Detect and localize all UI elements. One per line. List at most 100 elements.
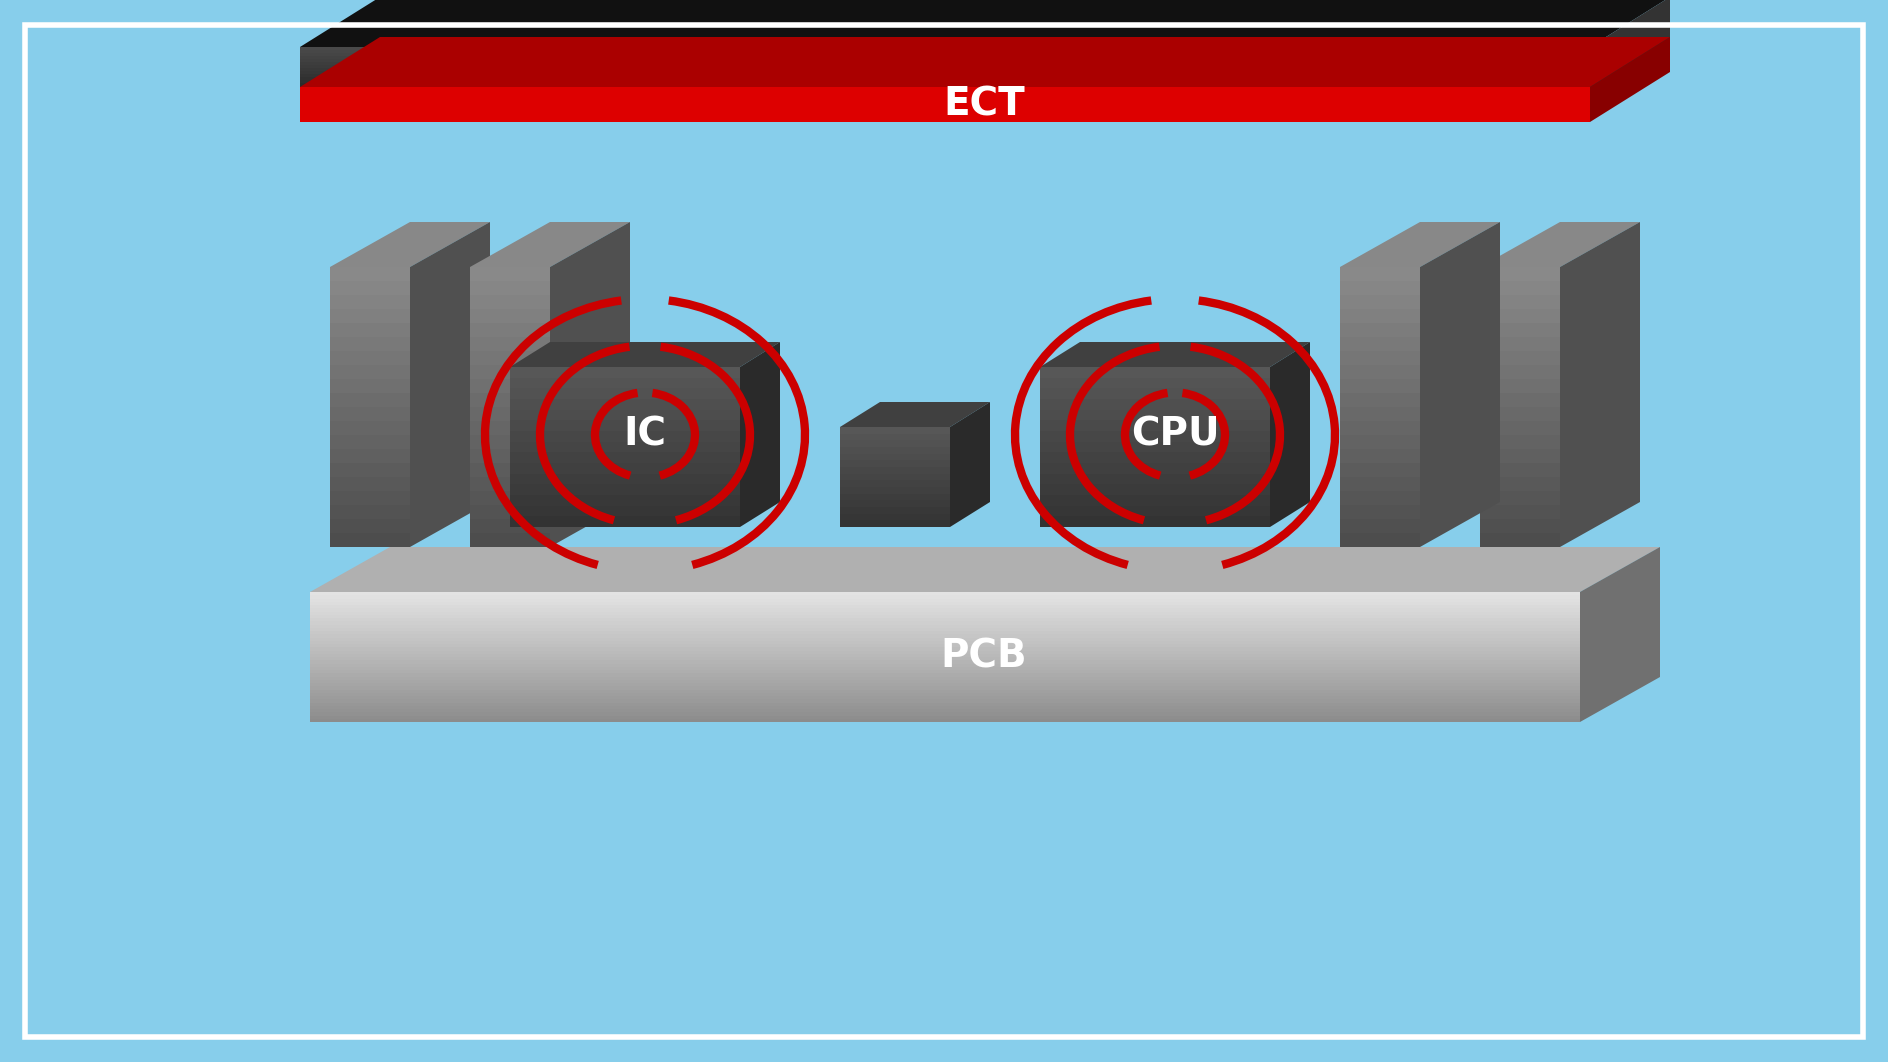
Polygon shape: [300, 87, 1590, 122]
Polygon shape: [1580, 547, 1660, 722]
Polygon shape: [1340, 463, 1420, 477]
Polygon shape: [310, 689, 1580, 692]
Polygon shape: [470, 477, 549, 491]
Polygon shape: [300, 98, 1590, 101]
Polygon shape: [840, 474, 950, 480]
Polygon shape: [310, 654, 1580, 657]
Polygon shape: [470, 519, 549, 533]
Polygon shape: [1340, 407, 1420, 421]
Polygon shape: [510, 516, 740, 527]
Polygon shape: [330, 337, 410, 352]
Polygon shape: [1040, 442, 1271, 452]
Polygon shape: [740, 342, 780, 527]
Polygon shape: [1040, 431, 1271, 442]
Polygon shape: [310, 631, 1580, 634]
Polygon shape: [1420, 222, 1499, 547]
Polygon shape: [310, 706, 1580, 709]
Polygon shape: [1480, 323, 1559, 337]
Polygon shape: [510, 389, 740, 399]
Polygon shape: [840, 433, 950, 441]
Polygon shape: [330, 407, 410, 421]
Text: CPU: CPU: [1131, 416, 1220, 453]
Polygon shape: [950, 402, 989, 527]
Polygon shape: [300, 86, 1590, 89]
Polygon shape: [840, 467, 950, 474]
Polygon shape: [310, 592, 1580, 595]
Polygon shape: [300, 59, 1590, 62]
Polygon shape: [310, 716, 1580, 719]
Polygon shape: [1480, 421, 1559, 435]
Polygon shape: [510, 484, 740, 495]
Polygon shape: [510, 495, 740, 506]
Polygon shape: [300, 50, 1590, 53]
Polygon shape: [1340, 393, 1420, 407]
Polygon shape: [330, 295, 410, 309]
Polygon shape: [840, 441, 950, 447]
Polygon shape: [310, 686, 1580, 689]
Polygon shape: [310, 699, 1580, 702]
Polygon shape: [1040, 378, 1271, 389]
Polygon shape: [1480, 477, 1559, 491]
Polygon shape: [470, 506, 549, 519]
Polygon shape: [470, 222, 631, 267]
Polygon shape: [470, 323, 549, 337]
Polygon shape: [1559, 222, 1641, 547]
Polygon shape: [1040, 463, 1271, 474]
Polygon shape: [1040, 474, 1271, 484]
Polygon shape: [330, 519, 410, 533]
Polygon shape: [310, 615, 1580, 618]
Polygon shape: [470, 421, 549, 435]
Polygon shape: [330, 533, 410, 547]
Polygon shape: [310, 637, 1580, 640]
Polygon shape: [310, 651, 1580, 654]
Polygon shape: [310, 605, 1580, 609]
Polygon shape: [1040, 342, 1310, 367]
Polygon shape: [1590, 0, 1671, 107]
Polygon shape: [310, 618, 1580, 621]
Polygon shape: [310, 664, 1580, 667]
Polygon shape: [310, 683, 1580, 686]
Polygon shape: [1480, 352, 1559, 365]
Polygon shape: [840, 402, 989, 427]
Polygon shape: [1340, 449, 1420, 463]
Polygon shape: [330, 463, 410, 477]
Polygon shape: [1480, 393, 1559, 407]
Polygon shape: [1340, 379, 1420, 393]
Polygon shape: [470, 365, 549, 379]
Polygon shape: [1480, 519, 1559, 533]
Polygon shape: [330, 352, 410, 365]
Polygon shape: [840, 427, 950, 433]
Polygon shape: [840, 500, 950, 507]
Polygon shape: [470, 352, 549, 365]
Polygon shape: [470, 463, 549, 477]
Polygon shape: [1340, 533, 1420, 547]
Polygon shape: [1480, 309, 1559, 323]
Polygon shape: [549, 222, 631, 547]
Polygon shape: [300, 62, 1590, 65]
Polygon shape: [300, 104, 1590, 107]
Polygon shape: [300, 65, 1590, 68]
Polygon shape: [510, 452, 740, 463]
Polygon shape: [470, 267, 549, 281]
Polygon shape: [310, 680, 1580, 683]
Polygon shape: [840, 453, 950, 460]
Polygon shape: [310, 621, 1580, 624]
Polygon shape: [310, 609, 1580, 612]
Polygon shape: [470, 393, 549, 407]
Polygon shape: [310, 624, 1580, 628]
Polygon shape: [310, 628, 1580, 631]
Polygon shape: [840, 460, 950, 467]
Polygon shape: [310, 696, 1580, 699]
Polygon shape: [1480, 267, 1559, 281]
Polygon shape: [300, 89, 1590, 92]
Polygon shape: [310, 661, 1580, 664]
Polygon shape: [1480, 506, 1559, 519]
Polygon shape: [310, 702, 1580, 706]
Polygon shape: [1480, 365, 1559, 379]
Polygon shape: [300, 37, 1671, 87]
Polygon shape: [470, 309, 549, 323]
Polygon shape: [1340, 421, 1420, 435]
Polygon shape: [1480, 407, 1559, 421]
Polygon shape: [330, 393, 410, 407]
Polygon shape: [1340, 477, 1420, 491]
